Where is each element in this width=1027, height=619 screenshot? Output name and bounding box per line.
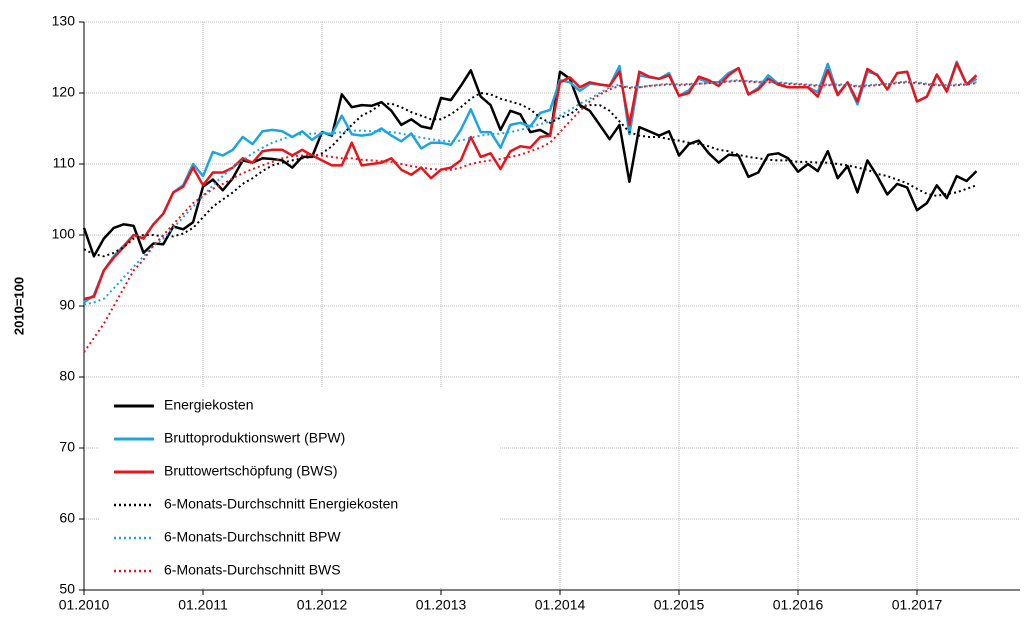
x-tick-label: 01.2012 — [297, 597, 348, 613]
legend-label: Bruttowertschöpfung (BWS) — [164, 463, 338, 479]
series-line — [83, 60, 978, 304]
x-tick-label: 01.2014 — [535, 597, 586, 613]
series-line — [82, 69, 978, 258]
x-tick-label: 01.2016 — [773, 597, 824, 613]
y-tick-label: 50 — [59, 581, 75, 597]
y-tick-label: 90 — [59, 297, 75, 313]
y-tick-label: 100 — [52, 226, 76, 242]
y-tick-label: 70 — [59, 439, 75, 455]
series-line — [83, 61, 978, 301]
y-axis-label: 2010=100 — [11, 277, 26, 335]
legend-label: Energiekosten — [164, 397, 254, 413]
x-tick-label: 01.2015 — [654, 597, 705, 613]
y-tick-label: 130 — [52, 13, 76, 29]
y-tick-label: 120 — [52, 84, 76, 100]
y-tick-label: 80 — [59, 368, 75, 384]
legend-label: Bruttoproduktionswert (BPW) — [164, 430, 345, 446]
series-line — [83, 79, 977, 306]
series-line — [83, 79, 977, 353]
x-tick-label: 01.2011 — [178, 597, 228, 613]
series-line — [83, 92, 977, 258]
legend-label: 6-Monats-Durchschnitt BPW — [164, 529, 341, 545]
legend-label: 6-Monats-Durchschnitt Energiekosten — [164, 496, 398, 512]
y-tick-label: 110 — [53, 155, 76, 171]
x-tick-label: 01.2017 — [892, 597, 943, 613]
x-tick-label: 01.2013 — [416, 597, 467, 613]
legend-label: 6-Monats-Durchschnitt BWS — [164, 562, 341, 578]
y-tick-label: 60 — [59, 510, 75, 526]
x-tick-label: 01.2010 — [59, 597, 110, 613]
legend-box — [100, 388, 500, 588]
